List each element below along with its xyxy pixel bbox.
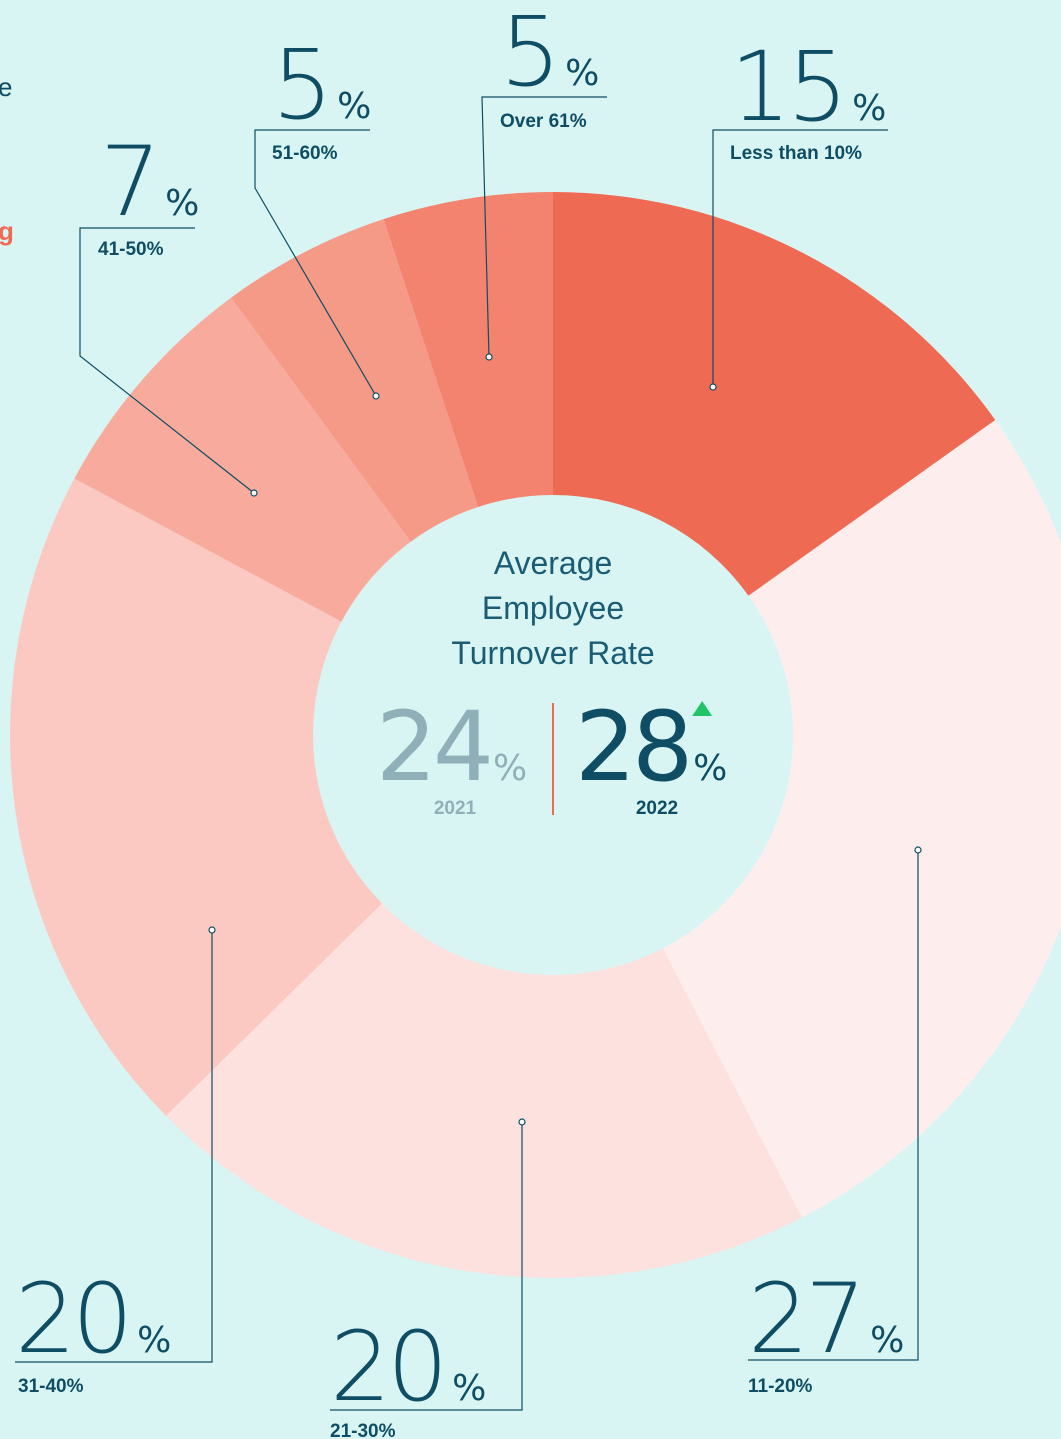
center-year: 2022	[636, 798, 678, 819]
donut-segment	[553, 192, 996, 596]
center-year: 2021	[434, 798, 477, 819]
leader-dot	[709, 383, 717, 391]
value-label: 20	[15, 1263, 129, 1375]
leader-line	[15, 930, 213, 1363]
center-value: 24	[376, 691, 490, 803]
leader-line	[712, 129, 888, 387]
up-arrow	[692, 701, 713, 716]
value-label: 15	[730, 31, 844, 143]
value-label: 7	[100, 126, 157, 238]
leader-dot	[485, 353, 493, 361]
leader-line	[481, 96, 607, 358]
unit-label: %	[165, 183, 199, 224]
category-label: 11-20%	[748, 1376, 813, 1397]
leader-line	[748, 850, 919, 1361]
fragment-text: e	[0, 72, 12, 102]
leader-dot	[250, 489, 258, 497]
unit-label: %	[137, 1320, 171, 1361]
donut-segment	[383, 192, 553, 507]
category-label: 21-30%	[330, 1421, 396, 1439]
category-label: 31-40%	[18, 1376, 84, 1397]
value-label: 27	[748, 1263, 862, 1375]
category-label: 41-50%	[98, 239, 164, 260]
category-label: 51-60%	[272, 143, 338, 164]
unit-label: %	[452, 1368, 486, 1409]
leader-line	[79, 227, 255, 494]
fragment-text: g	[0, 216, 14, 246]
value-label: 5	[500, 0, 557, 108]
leader-dot	[208, 926, 216, 934]
category-label: Over 61%	[500, 111, 587, 132]
donut-segment	[231, 219, 479, 542]
category-label: Less than 10%	[730, 143, 862, 164]
donut-segment	[9, 478, 382, 1116]
leader-dot	[914, 846, 922, 854]
center-title: Average	[494, 545, 613, 581]
center-title: Employee	[482, 590, 624, 626]
unit-label: %	[852, 88, 886, 129]
center-title: Turnover Rate	[451, 635, 654, 671]
leader-line	[330, 1122, 523, 1411]
unit-label: %	[337, 86, 371, 127]
unit-label: %	[870, 1320, 904, 1361]
donut-segment	[166, 903, 802, 1278]
leader-line	[254, 129, 377, 397]
value-label: 5	[272, 29, 329, 141]
center-value: 28	[575, 691, 689, 803]
leader-dot	[372, 392, 380, 400]
fragment-text: l	[0, 1154, 1, 1184]
donut-segment	[662, 420, 1061, 1218]
leader-dot	[518, 1118, 526, 1126]
center-unit: %	[693, 748, 727, 789]
center-unit: %	[493, 748, 527, 789]
donut-segment	[74, 297, 411, 622]
value-label: 20	[330, 1311, 444, 1423]
unit-label: %	[565, 53, 599, 94]
